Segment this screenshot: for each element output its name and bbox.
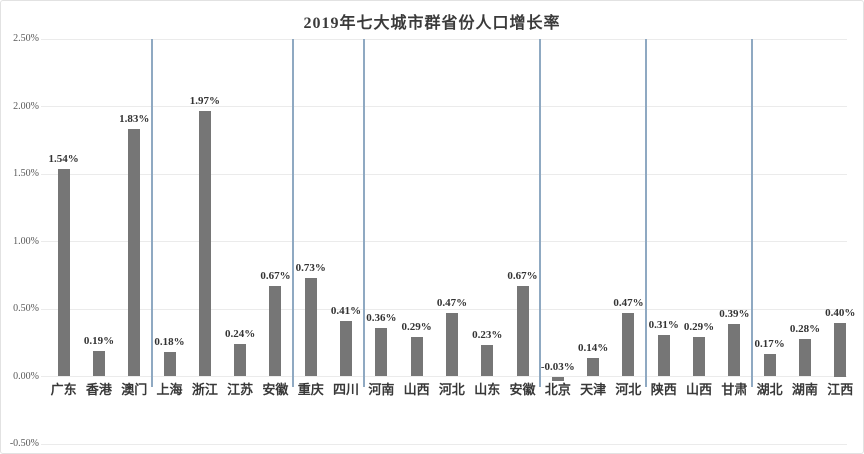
bar-value-label: 0.17% (754, 337, 785, 350)
bar-value-label: 0.67% (260, 270, 291, 283)
bar-value-label: 0.67% (507, 270, 538, 283)
bar (304, 277, 317, 377)
bar (622, 313, 635, 377)
gridline (41, 38, 847, 40)
group-separator (539, 39, 542, 387)
category-label: 湖北 (756, 382, 783, 397)
gridline (41, 443, 847, 445)
category-label: 天津 (580, 382, 607, 397)
category-label: 安徽 (509, 382, 536, 397)
bar-value-label: 0.28% (789, 322, 821, 335)
group-separator (292, 39, 295, 387)
category-label: 江西 (827, 382, 854, 397)
group-separator (362, 39, 365, 387)
category-label: 山西 (686, 382, 713, 397)
category-label: 广东 (50, 382, 77, 397)
bar (410, 337, 423, 377)
y-tick-label: 1.00% (13, 235, 39, 247)
gridline (41, 173, 847, 175)
bar (693, 337, 706, 377)
bar-value-label: 0.18% (154, 336, 185, 349)
bar-value-label: 0.23% (472, 329, 503, 342)
y-tick-label: 2.50% (13, 33, 39, 44)
bar (763, 353, 776, 377)
bar-value-label: 1.97% (189, 94, 220, 107)
category-label: 四川 (333, 382, 360, 397)
bar (657, 334, 670, 377)
gridline (41, 376, 847, 377)
bar (340, 321, 353, 377)
bar (551, 376, 564, 381)
group-separator (150, 39, 153, 387)
bar-value-label: 0.40% (825, 306, 856, 319)
group-separator (645, 39, 648, 387)
bar-value-label: 0.14% (578, 341, 609, 354)
category-label: 安徽 (262, 382, 289, 397)
bar (269, 286, 282, 377)
category-label: 湖南 (791, 382, 818, 397)
bar (375, 327, 388, 377)
bar (728, 323, 741, 377)
bar (587, 357, 600, 377)
y-tick-label: -0.50% (9, 438, 39, 449)
bar (516, 286, 529, 377)
category-label: 重庆 (297, 382, 324, 397)
bar-value-label: 0.29% (683, 321, 715, 334)
bar (834, 322, 847, 377)
bar-value-label: 0.41% (330, 305, 362, 318)
bar-value-label: 1.83% (119, 113, 150, 126)
category-label: 甘肃 (721, 382, 748, 397)
bar-value-label: 0.39% (719, 307, 750, 320)
category-label: 上海 (156, 382, 183, 397)
category-label: 河北 (615, 382, 642, 397)
bar-value-label: 1.54% (48, 152, 79, 165)
bar-value-label: 0.24% (225, 328, 256, 341)
y-tick-label: 0.50% (13, 303, 39, 314)
bar (92, 350, 105, 377)
category-label: 澳门 (121, 382, 148, 397)
bar-value-label: 0.47% (436, 297, 468, 310)
bar (198, 110, 211, 377)
category-label: 河南 (368, 382, 395, 397)
chart-title: 2019年七大城市群省份人口增长率 (303, 15, 561, 32)
bar (798, 338, 811, 377)
bar-value-label: 0.73% (295, 261, 326, 274)
y-tick-label: 1.50% (13, 168, 39, 179)
bar-value-label: 0.19% (83, 334, 115, 347)
bar-value-label: 0.47% (613, 297, 644, 310)
group-separator (751, 39, 753, 387)
gridline (41, 106, 847, 107)
bar-value-label: 0.29% (401, 321, 432, 334)
gridline (41, 308, 847, 310)
category-label: 山东 (474, 382, 501, 397)
bar (57, 168, 70, 377)
bar-value-label: 0.31% (648, 318, 679, 331)
y-tick-label: 0.00% (13, 370, 39, 382)
category-label: 香港 (85, 382, 112, 397)
bar (445, 313, 458, 377)
bar-value-label: -0.03% (540, 360, 575, 373)
category-label: 陕西 (650, 382, 677, 397)
category-label: 河北 (438, 382, 465, 397)
y-tick-label: 2.00% (13, 100, 39, 112)
bar (128, 129, 141, 377)
category-label: 浙江 (191, 382, 218, 397)
bar (234, 344, 247, 377)
category-label: 北京 (544, 382, 571, 397)
gridline (41, 241, 847, 242)
category-label: 山西 (403, 382, 430, 397)
category-label: 江苏 (227, 382, 254, 397)
bar-value-label: 0.36% (366, 311, 397, 324)
bar (163, 352, 176, 377)
bar (481, 345, 494, 377)
